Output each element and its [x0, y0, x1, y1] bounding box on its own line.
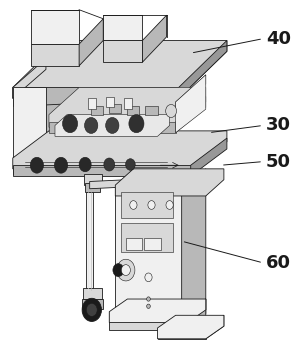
Circle shape: [113, 264, 124, 277]
Polygon shape: [142, 15, 167, 62]
Polygon shape: [109, 312, 182, 330]
Polygon shape: [79, 19, 103, 66]
Bar: [121, 192, 173, 218]
Polygon shape: [176, 75, 206, 133]
Polygon shape: [103, 40, 142, 62]
Polygon shape: [13, 40, 227, 98]
Text: 50: 50: [266, 152, 291, 171]
Polygon shape: [109, 299, 206, 323]
Circle shape: [117, 259, 135, 281]
Polygon shape: [49, 87, 206, 127]
Polygon shape: [179, 40, 227, 98]
Circle shape: [54, 157, 68, 173]
Polygon shape: [115, 185, 182, 312]
Polygon shape: [115, 169, 224, 196]
Polygon shape: [176, 75, 206, 109]
Circle shape: [106, 118, 119, 134]
Polygon shape: [206, 315, 224, 339]
Bar: [82, 299, 103, 309]
Bar: [91, 106, 103, 115]
Polygon shape: [182, 169, 206, 330]
Bar: [83, 288, 102, 299]
Circle shape: [129, 115, 144, 133]
Polygon shape: [176, 97, 206, 133]
Circle shape: [145, 273, 152, 282]
Circle shape: [86, 303, 97, 317]
Circle shape: [121, 265, 130, 276]
Circle shape: [147, 304, 150, 309]
Bar: [126, 237, 142, 250]
Polygon shape: [13, 131, 227, 169]
Circle shape: [166, 201, 173, 209]
Polygon shape: [158, 315, 224, 339]
Polygon shape: [13, 58, 46, 98]
Polygon shape: [49, 122, 176, 133]
Bar: [109, 104, 121, 113]
Bar: [85, 183, 100, 192]
Polygon shape: [103, 15, 142, 40]
Polygon shape: [13, 165, 191, 176]
Circle shape: [82, 298, 102, 322]
Circle shape: [79, 157, 91, 172]
Bar: [144, 237, 161, 250]
Circle shape: [125, 159, 135, 170]
Polygon shape: [90, 180, 127, 189]
Bar: [121, 223, 173, 252]
Circle shape: [85, 118, 98, 134]
Bar: [84, 174, 102, 185]
Circle shape: [62, 115, 78, 133]
Bar: [88, 98, 96, 109]
Polygon shape: [55, 115, 170, 136]
Circle shape: [104, 158, 115, 171]
Polygon shape: [46, 58, 79, 174]
Bar: [127, 106, 139, 115]
Circle shape: [30, 157, 44, 173]
Text: 60: 60: [266, 254, 291, 272]
Polygon shape: [13, 87, 46, 174]
Circle shape: [166, 105, 177, 118]
Polygon shape: [86, 192, 93, 290]
Polygon shape: [191, 138, 227, 176]
Text: 30: 30: [266, 117, 291, 134]
Circle shape: [147, 297, 150, 301]
Polygon shape: [13, 87, 179, 106]
Polygon shape: [31, 44, 79, 66]
Bar: [106, 97, 114, 107]
Bar: [123, 266, 126, 274]
Circle shape: [130, 201, 137, 209]
Bar: [124, 98, 132, 109]
Polygon shape: [158, 328, 206, 339]
Circle shape: [148, 201, 155, 209]
Bar: [145, 106, 158, 115]
Text: 40: 40: [266, 30, 291, 48]
Polygon shape: [182, 299, 206, 330]
Polygon shape: [67, 127, 152, 130]
Polygon shape: [182, 299, 206, 323]
Polygon shape: [31, 10, 79, 44]
